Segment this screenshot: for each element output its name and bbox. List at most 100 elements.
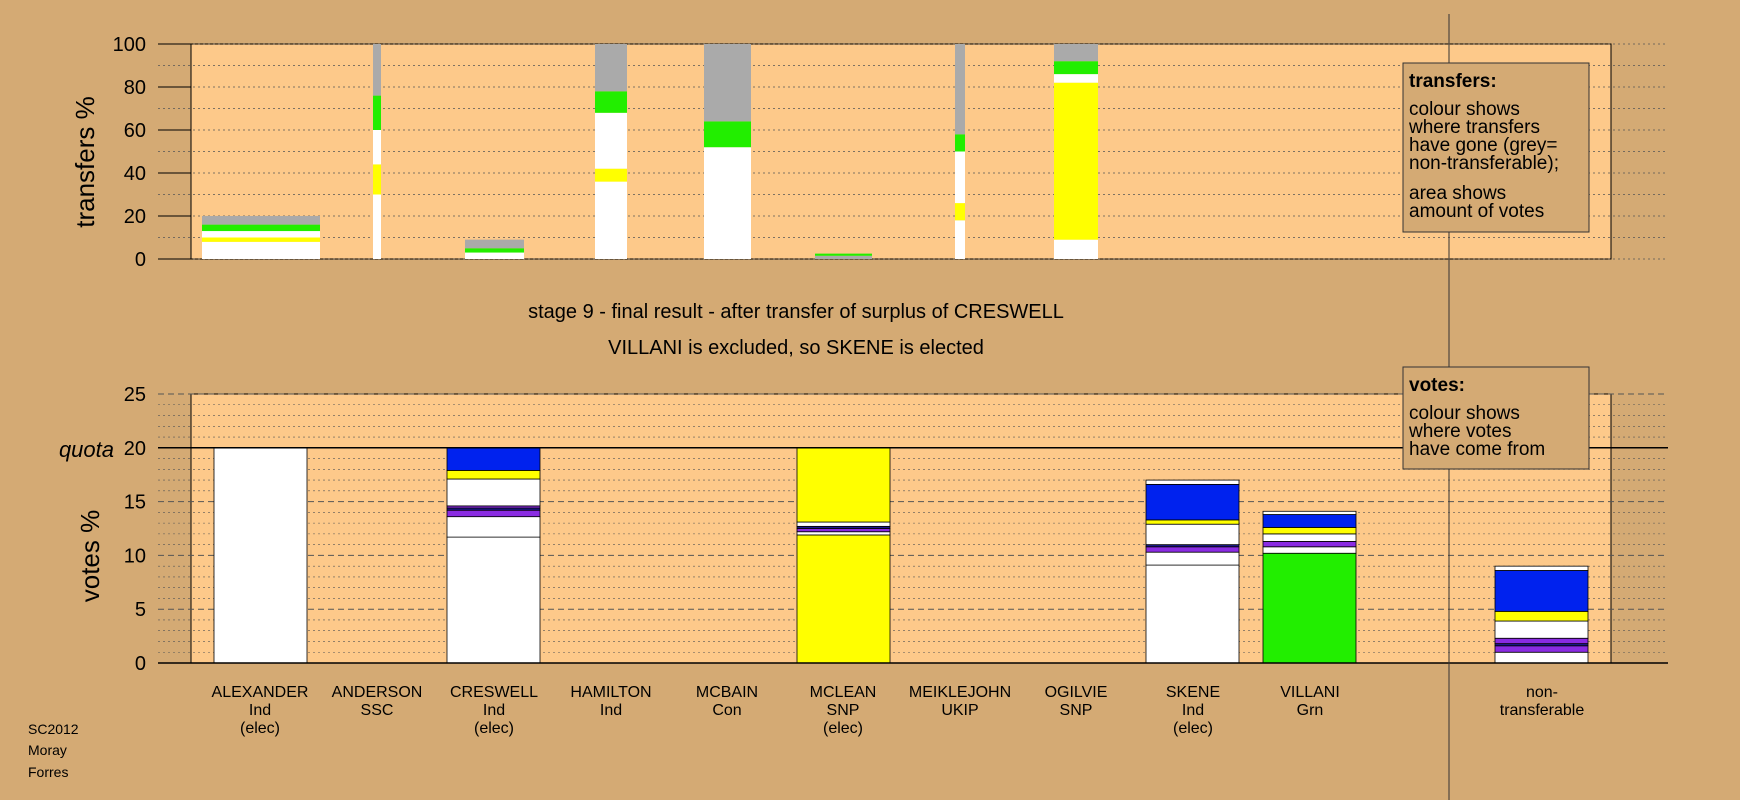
transfers-bar-segment — [202, 237, 320, 242]
votes-bar-segment — [796, 534, 891, 664]
votes-bar-segment — [1262, 541, 1357, 548]
votes-bar-segment — [1262, 552, 1357, 664]
transfers-bar-segment — [1054, 74, 1098, 83]
transfers-tick-label: 100 — [113, 34, 146, 56]
transfers-bar-segment — [373, 44, 381, 96]
transfers-bar-segment — [373, 164, 381, 195]
stage-caption-line2: VILLANI is excluded, so SKENE is elected — [608, 337, 984, 359]
votes-tick-label: 15 — [124, 492, 146, 514]
candidate-label: HAMILTON — [570, 684, 651, 701]
footer-line: SC2012 — [28, 721, 79, 737]
candidate-label: non- — [1526, 684, 1558, 701]
votes-tick-label: 10 — [124, 545, 146, 567]
votes-legend-line: colour shows — [1409, 403, 1520, 424]
transfers-bars — [202, 44, 1098, 259]
votes-y-axis-title: votes % — [75, 510, 105, 603]
candidate-labels: ALEXANDERInd(elec)ANDERSONSSCCRESWELLInd… — [212, 684, 1585, 737]
votes-bar-segment — [1494, 565, 1589, 571]
transfers-bar-segment — [955, 151, 965, 204]
votes-legend-line: have come from — [1409, 439, 1545, 460]
transfers-legend-line: amount of votes — [1409, 201, 1544, 222]
votes-tick-label: 25 — [124, 384, 146, 406]
candidate-label: UKIP — [941, 702, 978, 719]
votes-bar-villani — [1262, 510, 1357, 664]
votes-bar-segment — [446, 516, 541, 538]
candidate-label: MCLEAN — [810, 684, 877, 701]
candidate-label: SNP — [1060, 702, 1093, 719]
votes-bar-segment — [1494, 570, 1589, 612]
candidate-label: Con — [712, 702, 741, 719]
votes-tick-label: 0 — [135, 653, 146, 675]
votes-bar-segment — [1494, 620, 1589, 639]
candidate-label: ANDERSON — [332, 684, 423, 701]
votes-bar-segment — [446, 536, 541, 664]
candidate-label: VILLANI — [1280, 684, 1340, 701]
votes-tick-label: 20 — [124, 438, 146, 460]
quota-label: quota — [59, 437, 114, 462]
votes-bar-segment — [1494, 637, 1589, 645]
transfers-bar-creswell — [465, 239, 524, 259]
votes-bar-creswell — [446, 447, 541, 664]
transfers-bar-segment — [202, 241, 320, 259]
votes-bar-segment — [1145, 551, 1240, 566]
candidate-label: Ind — [600, 702, 622, 719]
transfers-bar-segment — [202, 231, 320, 238]
transfers-bar-segment — [704, 121, 751, 148]
transfers-y-ticks: 0 20 40 60 80 100 — [113, 34, 191, 271]
votes-bar-segment — [1145, 564, 1240, 664]
votes-plot: 0 5 10 15 20 25 quota votes % — [59, 384, 1668, 675]
transfers-bar-segment — [1054, 61, 1098, 75]
transfers-legend-box: transfers: colour shows where transfers … — [1402, 62, 1590, 233]
candidate-label: SSC — [361, 702, 394, 719]
votes-bar-segment — [446, 469, 541, 480]
transfers-bar-meiklejohn_pre — [815, 253, 872, 259]
transfers-bar-segment — [595, 91, 627, 113]
candidate-label: (elec) — [1173, 720, 1213, 737]
candidate-label: (elec) — [474, 720, 514, 737]
candidate-label: CRESWELL — [450, 684, 538, 701]
votes-bar-segment — [796, 447, 891, 523]
transfers-bar-segment — [595, 44, 627, 92]
candidate-label: Ind — [1182, 702, 1204, 719]
candidate-label: MEIKLEJOHN — [909, 684, 1011, 701]
votes-legend-box: votes: colour shows where votes have com… — [1402, 366, 1590, 470]
votes-bar-segment — [1494, 645, 1589, 653]
votes-bar-segment — [796, 528, 891, 533]
candidate-label: (elec) — [240, 720, 280, 737]
votes-bar-segment — [446, 447, 541, 471]
votes-bar-segment — [446, 509, 541, 518]
footer-line: Moray — [28, 742, 67, 758]
transfers-bar-mcbain — [704, 44, 751, 259]
votes-bar-mclean — [796, 447, 891, 664]
candidate-label: Grn — [1297, 702, 1324, 719]
transfers-bar-segment — [815, 253, 872, 256]
transfers-bar-anderson — [373, 44, 381, 259]
transfers-bar-meiklejohn — [955, 44, 965, 259]
votes-bar-segment — [1494, 610, 1589, 622]
votes-legend-title: votes: — [1409, 375, 1465, 396]
transfers-bar-segment — [1054, 44, 1098, 62]
votes-bar-segment — [1262, 546, 1357, 554]
votes-bars — [213, 447, 1589, 664]
votes-bar-non-transferable — [1494, 565, 1589, 664]
transfers-bar-hamilton — [595, 44, 627, 259]
transfers-bar-segment — [595, 181, 627, 259]
footer-line: Forres — [28, 764, 68, 780]
candidate-label: transferable — [1500, 702, 1585, 719]
candidate-label: SNP — [827, 702, 860, 719]
transfers-tick-label: 0 — [135, 249, 146, 271]
transfers-bar-segment — [465, 252, 524, 259]
votes-bar-segment — [1494, 651, 1589, 664]
transfers-bar-segment — [373, 95, 381, 130]
votes-bar-segment — [1145, 523, 1240, 546]
transfers-bar-segment — [704, 147, 751, 259]
transfers-bar-segment — [704, 44, 751, 122]
transfers-gridlines — [158, 43, 1668, 260]
votes-bar-segment — [1262, 533, 1357, 542]
votes-bar-segment — [446, 478, 541, 507]
transfers-bar-segment — [955, 203, 965, 221]
transfers-legend-line: where transfers — [1408, 117, 1540, 138]
transfers-y-axis-title: transfers % — [70, 96, 100, 228]
transfers-bar-segment — [595, 168, 627, 182]
transfers-bar-segment — [202, 216, 320, 225]
